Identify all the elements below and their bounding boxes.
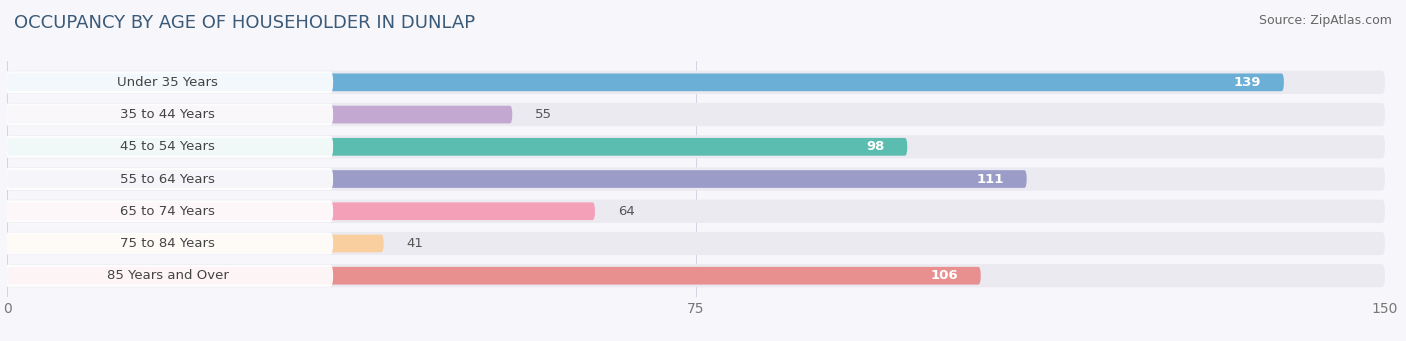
FancyBboxPatch shape [3, 168, 333, 190]
FancyBboxPatch shape [7, 106, 512, 123]
FancyBboxPatch shape [7, 135, 1385, 159]
Text: Under 35 Years: Under 35 Years [117, 76, 218, 89]
FancyBboxPatch shape [7, 235, 384, 252]
Text: 111: 111 [976, 173, 1004, 186]
Text: 85 Years and Over: 85 Years and Over [107, 269, 229, 282]
Text: 65 to 74 Years: 65 to 74 Years [121, 205, 215, 218]
Text: 55: 55 [536, 108, 553, 121]
FancyBboxPatch shape [3, 71, 333, 93]
Text: 106: 106 [931, 269, 957, 282]
FancyBboxPatch shape [3, 136, 333, 158]
FancyBboxPatch shape [7, 167, 1385, 191]
FancyBboxPatch shape [7, 73, 1284, 91]
FancyBboxPatch shape [7, 71, 1385, 94]
Text: OCCUPANCY BY AGE OF HOUSEHOLDER IN DUNLAP: OCCUPANCY BY AGE OF HOUSEHOLDER IN DUNLA… [14, 14, 475, 32]
FancyBboxPatch shape [7, 199, 1385, 223]
Text: 55 to 64 Years: 55 to 64 Years [121, 173, 215, 186]
Text: 98: 98 [866, 140, 884, 153]
FancyBboxPatch shape [7, 232, 1385, 255]
FancyBboxPatch shape [7, 170, 1026, 188]
FancyBboxPatch shape [7, 103, 1385, 126]
Text: Source: ZipAtlas.com: Source: ZipAtlas.com [1258, 14, 1392, 27]
FancyBboxPatch shape [7, 264, 1385, 287]
Text: 41: 41 [406, 237, 423, 250]
Text: 45 to 54 Years: 45 to 54 Years [121, 140, 215, 153]
Text: 64: 64 [617, 205, 634, 218]
Text: 139: 139 [1233, 76, 1261, 89]
FancyBboxPatch shape [7, 203, 595, 220]
FancyBboxPatch shape [3, 200, 333, 222]
Text: 75 to 84 Years: 75 to 84 Years [121, 237, 215, 250]
FancyBboxPatch shape [7, 267, 981, 285]
FancyBboxPatch shape [3, 104, 333, 125]
Text: 35 to 44 Years: 35 to 44 Years [121, 108, 215, 121]
FancyBboxPatch shape [3, 265, 333, 287]
FancyBboxPatch shape [3, 233, 333, 254]
FancyBboxPatch shape [7, 138, 907, 155]
